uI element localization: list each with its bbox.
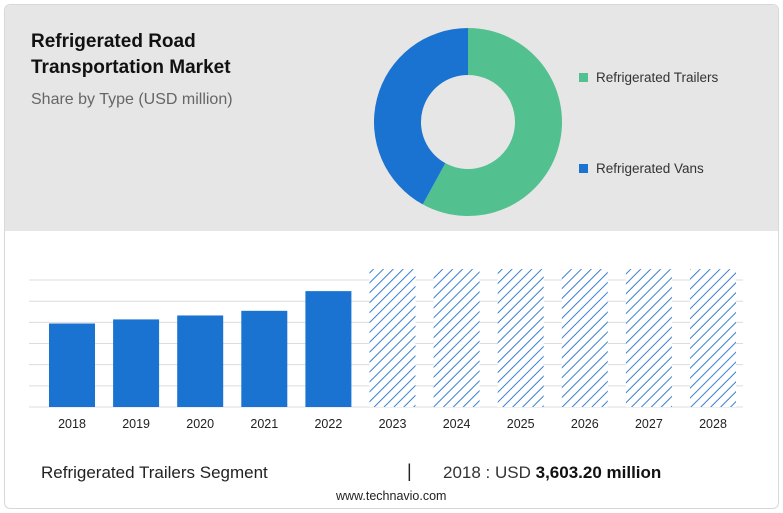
segment-value: 2018 : USD 3,603.20 million [443, 463, 661, 483]
top-panel: Refrigerated Road Transportation Market … [5, 5, 778, 231]
legend-label-trailers: Refrigerated Trailers [596, 70, 719, 85]
x-tick-label-2025: 2025 [507, 417, 535, 431]
forecast-bar-2025 [497, 269, 544, 407]
segment-label: Refrigerated Trailers Segment [41, 463, 268, 482]
title-line-2: Transportation Market [31, 57, 231, 78]
x-tick-label-2019: 2019 [122, 417, 150, 431]
x-tick-label-2018: 2018 [58, 417, 86, 431]
bar-2020 [177, 315, 224, 407]
x-tick-label-2024: 2024 [443, 417, 471, 431]
forecast-bar-2023 [369, 269, 416, 407]
x-tick-label-2023: 2023 [379, 417, 407, 431]
chart-title: Refrigerated Road Transportation Market [31, 29, 331, 81]
legend-item-vans: Refrigerated Vans [579, 161, 704, 176]
bar-2018 [49, 323, 95, 407]
chart-card: Refrigerated Road Transportation Market … [4, 4, 779, 509]
bar-2019 [113, 319, 160, 407]
legend-swatch-vans [579, 164, 588, 173]
x-tick-label-2028: 2028 [699, 417, 727, 431]
donut-slice-trailers [422, 28, 562, 217]
forecast-bar-2024 [433, 269, 480, 407]
bar-chart: 2018 2019 2020 2021 2022 2023 2024 2025 2026 2027… [29, 269, 743, 431]
legend-swatch-trailers [579, 73, 588, 82]
x-tick-label-2021: 2021 [250, 417, 278, 431]
donut-slice-vans [374, 28, 468, 205]
legend-label-vans: Refrigerated Vans [596, 161, 704, 176]
legend-item-trailers: Refrigerated Trailers [579, 70, 718, 85]
x-tick-label-2027: 2027 [635, 417, 663, 431]
segment-value-amount: 3,603.20 million [535, 463, 662, 482]
x-tick-label-2020: 2020 [186, 417, 214, 431]
chart-subtitle: Share by Type (USD million) [31, 91, 233, 108]
donut-chart [374, 28, 562, 217]
x-tick-label-2026: 2026 [571, 417, 599, 431]
forecast-bar-2027 [625, 269, 672, 407]
title-line-1: Refrigerated Road [31, 31, 196, 52]
x-tick-label-2022: 2022 [314, 417, 342, 431]
forecast-bar-2026 [561, 269, 608, 407]
bar-2022 [305, 291, 352, 407]
segment-value-prefix: 2018 : USD [443, 463, 531, 482]
source-link[interactable]: www.technavio.com [336, 489, 447, 503]
forecast-bar-2028 [690, 269, 736, 407]
footer-separator: | [407, 461, 412, 481]
bar-2021 [241, 310, 288, 407]
